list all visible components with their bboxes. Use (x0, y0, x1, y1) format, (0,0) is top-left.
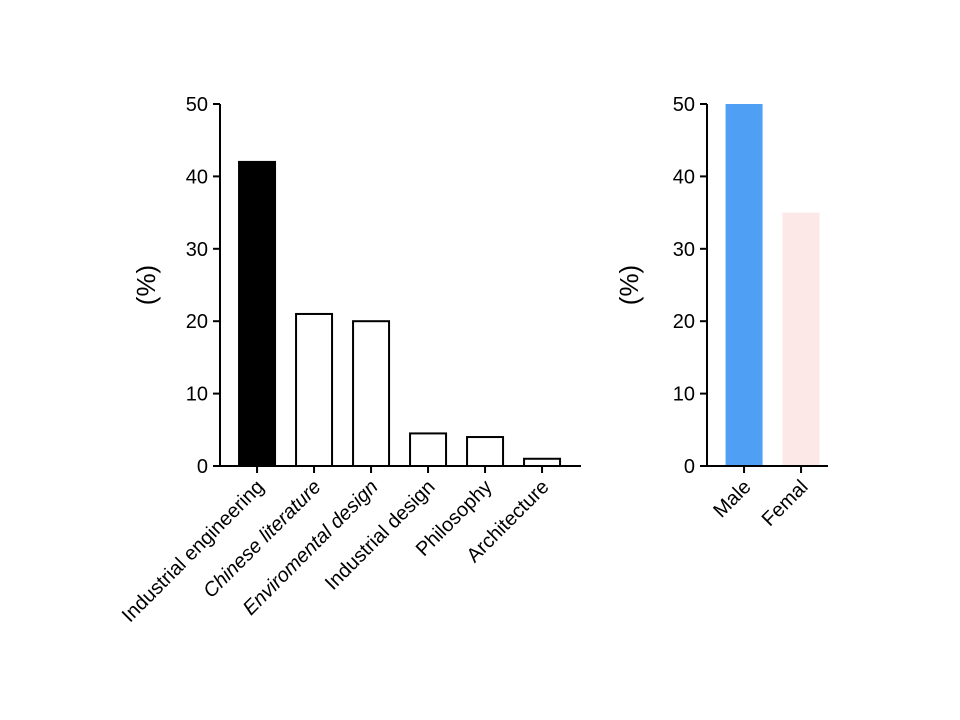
category-label-1: Femal (758, 476, 813, 531)
bar-0 (238, 160, 277, 467)
y-tick-label-3: 30 (673, 239, 695, 261)
bar-5 (523, 457, 562, 468)
y-tick-label-5: 50 (186, 94, 208, 116)
bar-1 (782, 212, 820, 466)
y-tick-label-3: 30 (186, 239, 208, 261)
y-tick-label-0: 0 (684, 456, 695, 478)
bar-3 (409, 432, 448, 468)
y-axis-label: (%) (614, 265, 644, 305)
y-tick-label-1: 10 (186, 384, 208, 406)
bar-2 (352, 320, 391, 468)
y-tick-label-1: 10 (673, 384, 695, 406)
bar-4 (466, 436, 505, 468)
gender-bar-chart: 0 10 20 30 40 50 Male Femal (%) (614, 94, 828, 531)
y-axis-label: (%) (131, 265, 161, 305)
y-tick-label-2: 20 (673, 311, 695, 333)
y-tick-label-5: 50 (673, 94, 695, 116)
y-tick-label-0: 0 (197, 456, 208, 478)
y-tick-label-4: 40 (186, 166, 208, 188)
bar-1 (295, 312, 334, 467)
y-tick-label-4: 40 (673, 166, 695, 188)
y-tick-label-2: 20 (186, 311, 208, 333)
bar-0 (725, 104, 763, 466)
category-label-0: Male (709, 476, 755, 522)
